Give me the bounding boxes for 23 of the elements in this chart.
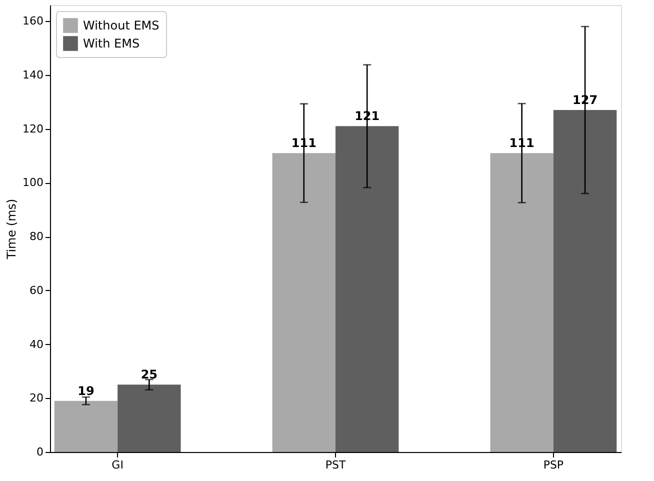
x-tick-label: PSP <box>543 458 564 472</box>
y-tick-label: 100 <box>22 176 44 190</box>
y-tick-label: 0 <box>36 446 44 458</box>
bar <box>54 400 118 452</box>
y-tick-label: 160 <box>22 14 44 28</box>
y-tick-label: 80 <box>30 230 44 244</box>
x-tick-label: PST <box>325 458 346 472</box>
bar <box>553 110 617 452</box>
y-axis-title: Time (ms) <box>4 198 19 260</box>
x-tick-label: GI <box>112 458 124 472</box>
y-tick-label: 120 <box>22 122 44 136</box>
bar <box>272 153 336 452</box>
legend-label: Without EMS <box>83 18 160 32</box>
y-tick-label: 140 <box>22 68 44 82</box>
y-tick-label: 40 <box>30 338 44 351</box>
y-tick-label: 20 <box>30 392 44 405</box>
bar <box>118 384 181 452</box>
bar <box>490 153 554 452</box>
y-tick-label: 60 <box>30 284 44 297</box>
bar <box>336 126 399 452</box>
legend-label: With EMS <box>83 36 140 50</box>
data-label: 19 <box>78 384 94 398</box>
data-label: 25 <box>140 368 158 382</box>
